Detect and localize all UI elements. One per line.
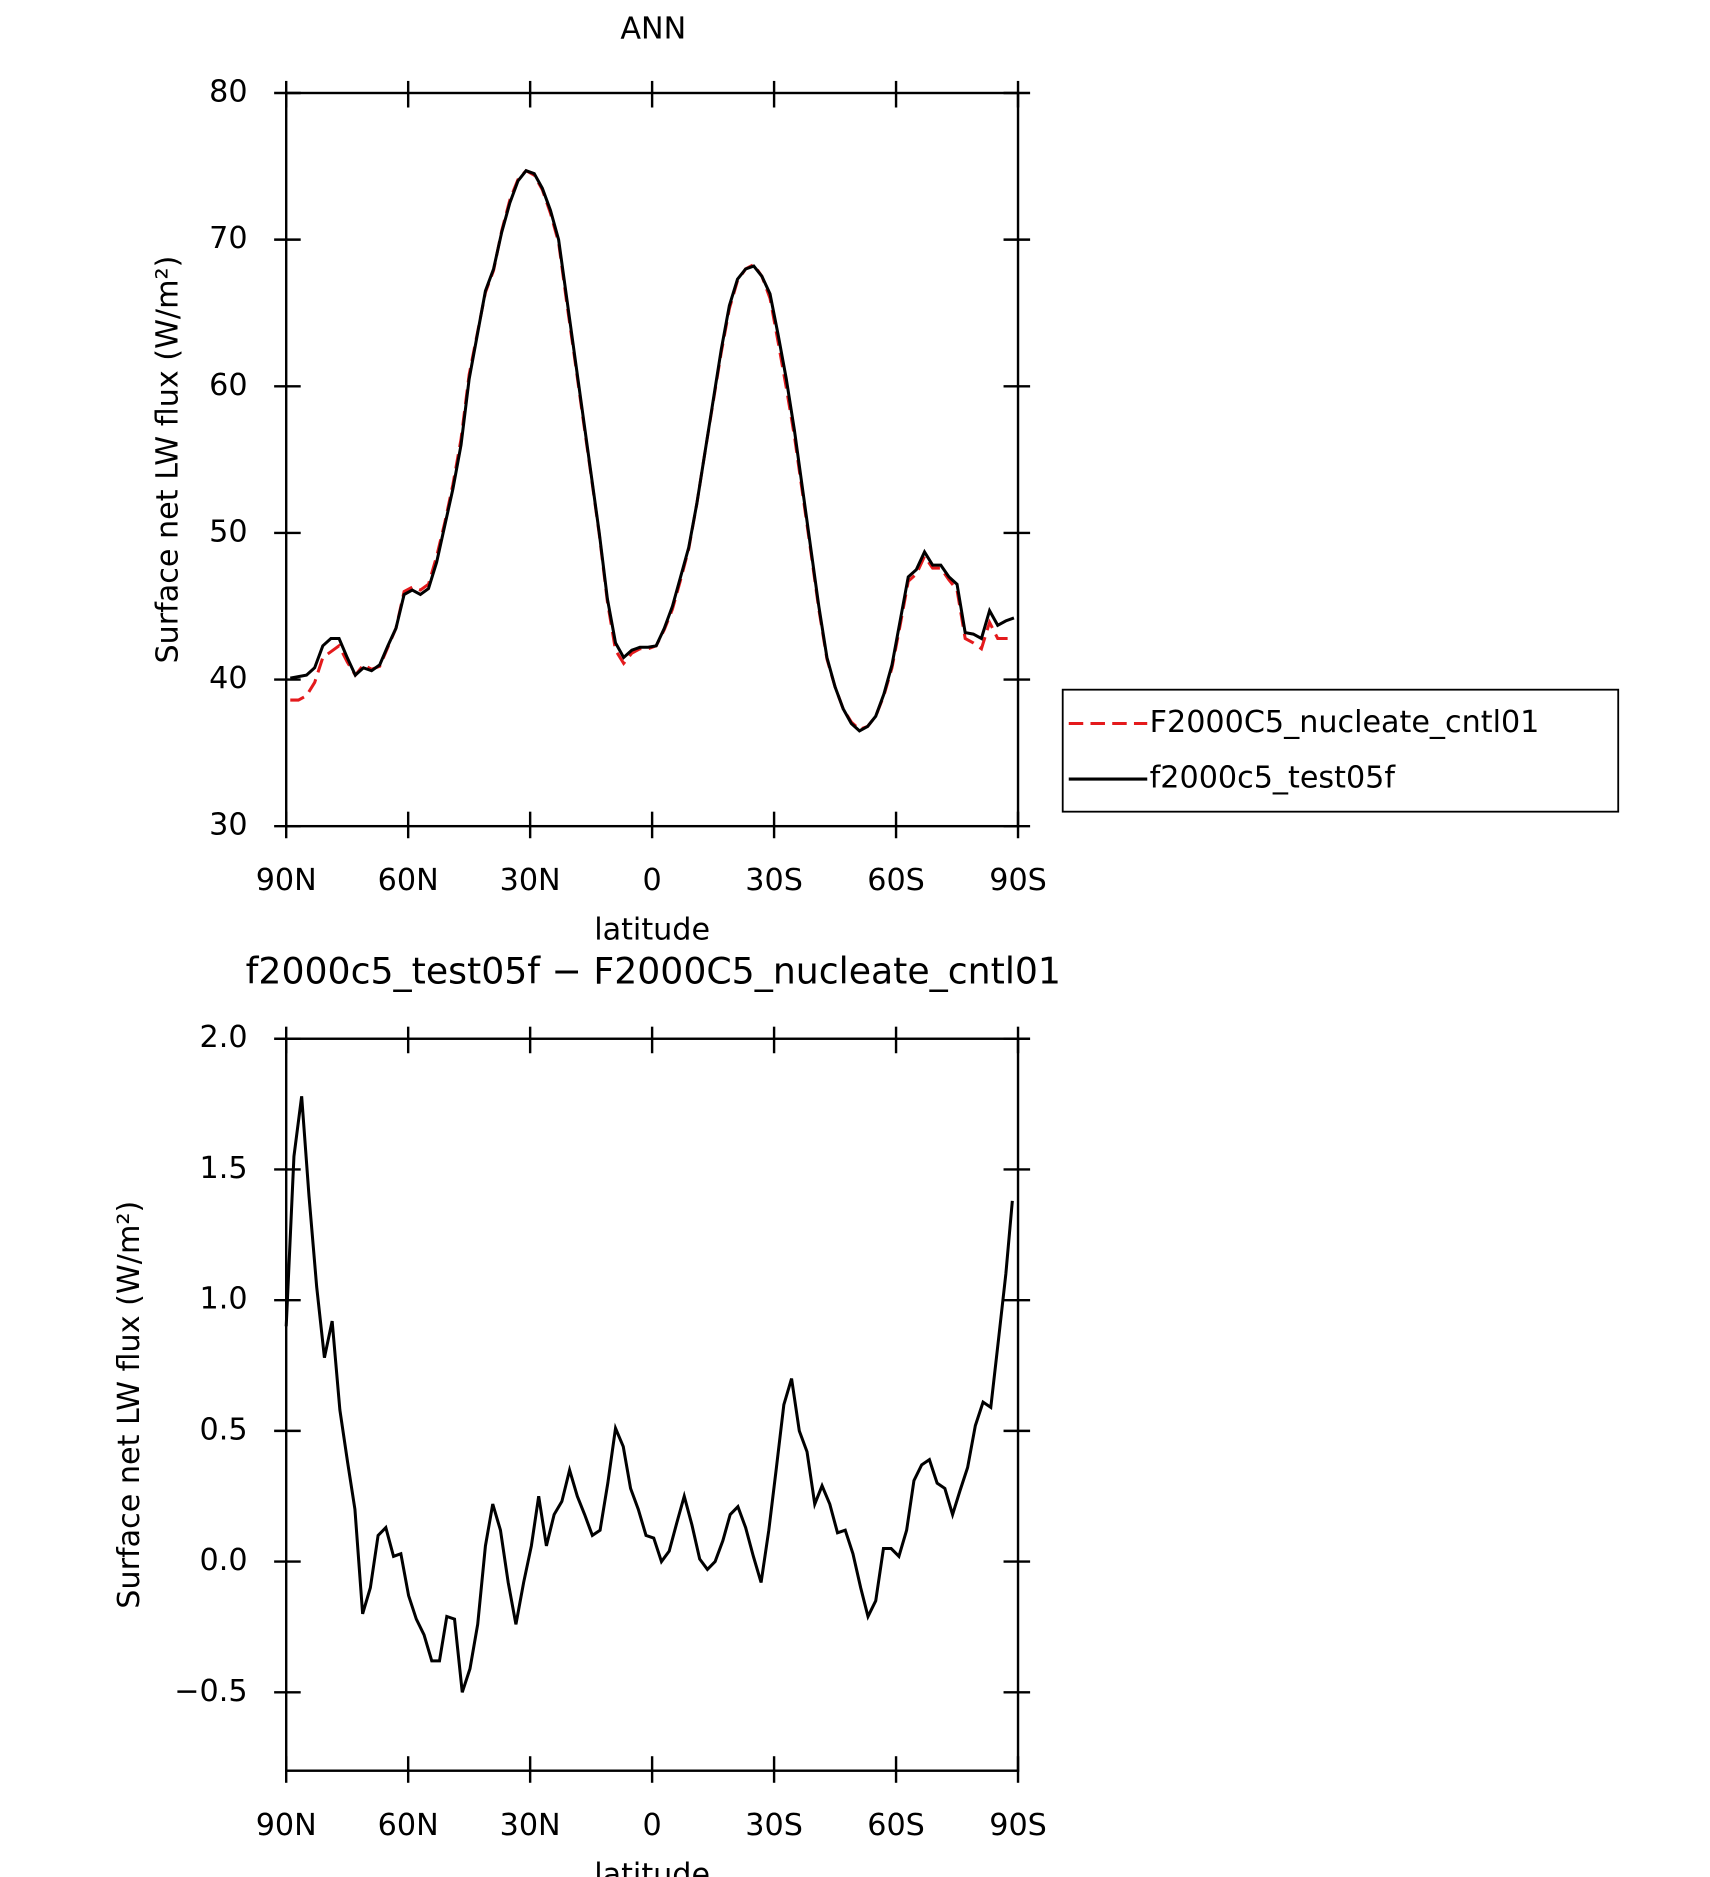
plot-frame: [285, 91, 1020, 828]
y-axis-label: Surface net LW flux (W/m²): [112, 1201, 147, 1609]
x-tick-label: 90S: [989, 863, 1047, 898]
y-tick-label: 70: [209, 221, 247, 256]
x-tick-label: 60S: [867, 1808, 925, 1843]
x-tick-label: 30S: [745, 1808, 803, 1843]
x-tick-label: 60N: [378, 1808, 439, 1843]
y-tick-label: 40: [209, 661, 247, 696]
x-tick-label: 0: [643, 1808, 662, 1843]
legend-box: [1061, 688, 1620, 813]
y-tick-label: −0.5: [174, 1674, 247, 1709]
x-tick-label: 90N: [256, 863, 317, 898]
data-line: [290, 168, 1015, 733]
legend: F2000C5_nucleate_cntl01 f2000c5_test05f: [1061, 688, 1620, 813]
chart-title: ANN: [620, 12, 686, 47]
y-axis-label: Surface net LW flux (W/m²): [151, 256, 186, 664]
y-tick-label: 80: [209, 75, 247, 110]
x-tick-label: 30S: [745, 863, 803, 898]
y-tick-label: 0.0: [200, 1543, 248, 1578]
plot-frame: [285, 1037, 1020, 1772]
y-tick-label: 30: [209, 808, 247, 843]
x-axis-label: latitude: [594, 913, 710, 948]
x-tick-label: 90N: [256, 1808, 317, 1843]
x-tick-label: 60S: [867, 863, 925, 898]
x-axis-label: latitude: [594, 1857, 710, 1877]
data-line: [284, 1096, 1014, 1693]
y-tick-label: 2.0: [200, 1020, 248, 1055]
chart-title: f2000c5_test05f − F2000C5_nucleate_cntl0…: [246, 950, 1061, 993]
x-tick-label: 0: [643, 863, 662, 898]
y-tick-label: 60: [209, 368, 247, 403]
y-tick-label: 50: [209, 514, 247, 549]
x-tick-label: 90S: [989, 1808, 1047, 1843]
y-tick-label: 1.5: [200, 1151, 248, 1186]
y-tick-label: 1.0: [200, 1282, 248, 1317]
x-tick-label: 60N: [378, 863, 439, 898]
x-tick-label: 30N: [500, 1808, 561, 1843]
legend-label: F2000C5_nucleate_cntl01: [1150, 705, 1540, 740]
legend-label: f2000c5_test05f: [1150, 761, 1397, 796]
x-tick-label: 30N: [500, 863, 561, 898]
y-tick-label: 0.5: [200, 1412, 248, 1447]
